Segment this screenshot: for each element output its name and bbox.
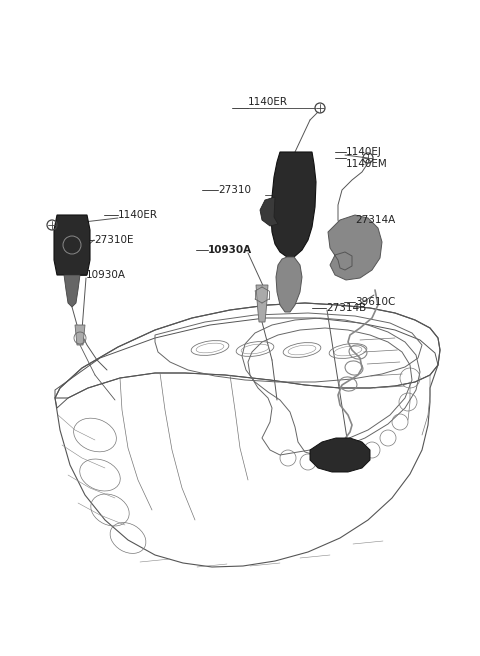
Polygon shape [276, 257, 302, 312]
Polygon shape [54, 215, 90, 275]
Polygon shape [64, 275, 80, 307]
Text: 10930A: 10930A [208, 245, 252, 255]
Polygon shape [256, 285, 268, 322]
Text: 1140EM: 1140EM [346, 159, 388, 169]
Text: 1140ER: 1140ER [118, 210, 158, 220]
Text: 27310: 27310 [218, 185, 251, 195]
Polygon shape [271, 152, 316, 257]
Text: 27314B: 27314B [326, 303, 366, 313]
Text: 1140ER: 1140ER [248, 97, 288, 107]
Polygon shape [328, 215, 382, 280]
Text: 39610C: 39610C [355, 297, 396, 307]
Polygon shape [75, 325, 85, 345]
Text: 27314A: 27314A [355, 215, 395, 225]
Polygon shape [310, 438, 370, 472]
Text: 1140EJ: 1140EJ [346, 147, 382, 157]
Polygon shape [260, 197, 278, 226]
Text: 10930A: 10930A [86, 270, 126, 280]
Text: 27310E: 27310E [94, 235, 133, 245]
